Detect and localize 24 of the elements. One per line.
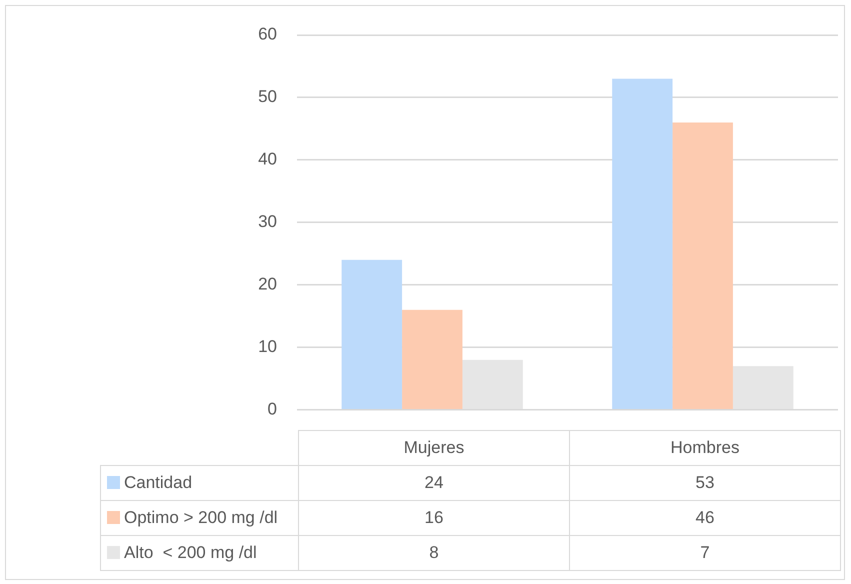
data-label: 53 [570,466,840,500]
y-tick-label: 40 [258,150,277,169]
x-tick-label: Hombres [570,430,840,466]
data-label: 8 [298,536,570,570]
bar [612,78,673,410]
legend-label: Alto < 200 mg /dl [100,536,298,570]
data-label: 7 [570,536,840,570]
y-tick-label: 0 [268,399,277,418]
data-label: 24 [298,466,570,500]
bar [342,260,402,410]
y-tick-label: 30 [258,212,277,232]
data-label: 16 [298,500,570,536]
y-tick-label: 20 [258,274,277,294]
bar [672,122,733,410]
bar [402,310,462,410]
data-label: 46 [570,500,840,536]
bar [462,360,523,410]
bar [732,366,794,410]
legend-label: Cantidad [100,466,298,500]
y-tick-label: 10 [258,337,277,356]
y-tick-label: 50 [258,87,277,106]
x-tick-label: Mujeres [298,430,570,466]
y-tick-label: 60 [258,24,277,44]
legend-label: Optimo > 200 mg /dl [100,500,298,536]
